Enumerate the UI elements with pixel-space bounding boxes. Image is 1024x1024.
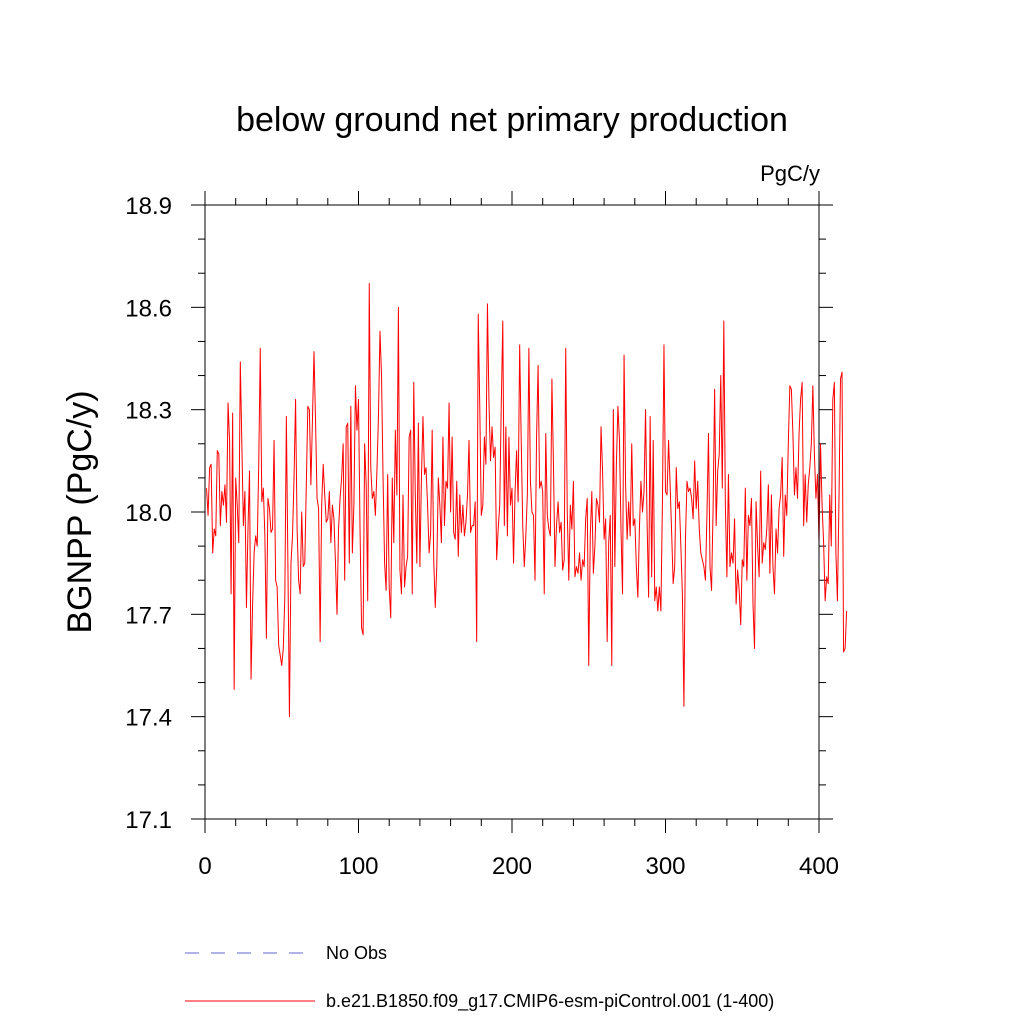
y-tick-label: 18.9 xyxy=(125,193,172,220)
legend: No Obs b.e21.B1850.f09_g17.CMIP6-esm-piC… xyxy=(185,943,774,1012)
plot-frame xyxy=(204,204,820,820)
y-tick-label: 18.3 xyxy=(125,398,172,425)
x-tick-label: 200 xyxy=(492,853,532,880)
x-tick-label: 300 xyxy=(645,853,685,880)
y-tick-label: 18.0 xyxy=(125,500,172,527)
y-tick-label: 17.1 xyxy=(125,807,172,834)
y-tick-labels: 17.1 17.4 17.7 18.0 18.3 18.6 18.9 xyxy=(125,193,172,834)
units-label: PgC/y xyxy=(760,161,820,186)
x-tick-labels: 0 100 200 300 400 xyxy=(198,853,839,880)
series-layer xyxy=(206,282,848,718)
y-tick-label: 18.6 xyxy=(125,295,172,322)
y-tick-label: 17.4 xyxy=(125,705,172,732)
x-tick-label: 0 xyxy=(198,853,211,880)
x-tick-label: 400 xyxy=(799,853,839,880)
y-axis-label: BGNPP (PgC/y) xyxy=(61,390,99,633)
x-tick-label: 100 xyxy=(338,853,378,880)
legend-label-no-obs: No Obs xyxy=(326,943,387,963)
chart-title: below ground net primary production xyxy=(236,101,788,139)
ticks-layer xyxy=(191,191,833,833)
y-tick-label: 17.7 xyxy=(125,602,172,629)
series-line xyxy=(206,282,848,718)
legend-label-model: b.e21.B1850.f09_g17.CMIP6-esm-piControl.… xyxy=(326,991,774,1012)
